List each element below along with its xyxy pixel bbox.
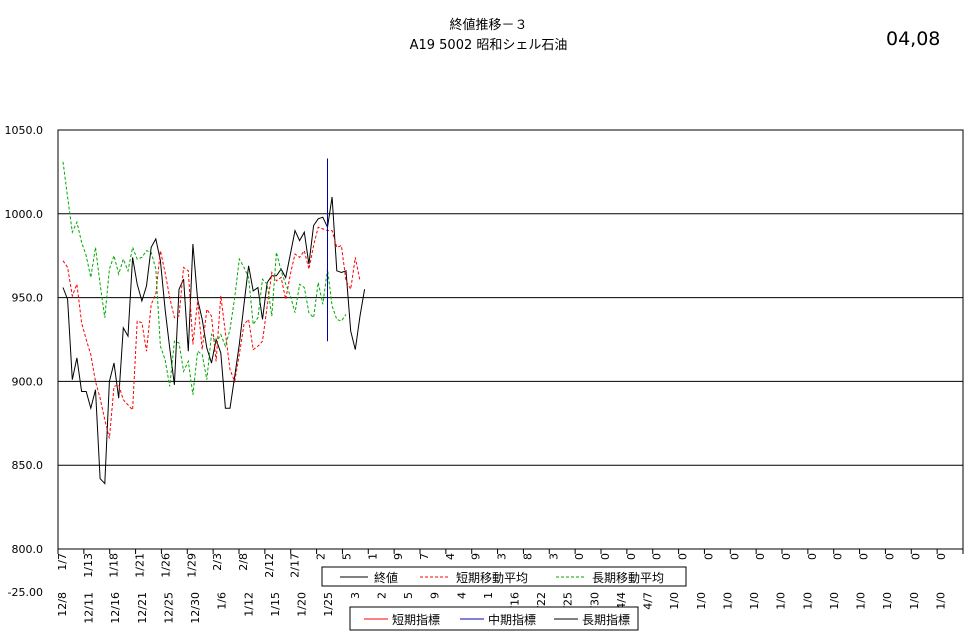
x-tick-label-row2: 12/11 [83, 592, 96, 624]
y-tick-label: 850.0 [12, 459, 44, 472]
x-tick-label-row2: 4/7 [642, 592, 655, 610]
x-tick-label: 9 [392, 553, 405, 560]
x-tick-label: 5 [340, 553, 353, 560]
x-tick-label-row2: 3 [349, 592, 362, 599]
legend-close-label: 終値 [374, 570, 398, 585]
x-tick-label-row2: 4 [455, 592, 468, 599]
x-tick-label: 0 [702, 553, 715, 560]
series-line-1 [62, 226, 361, 439]
series-line-0 [62, 196, 366, 485]
x-tick-label: 2/8 [237, 553, 250, 571]
y-tick-label: 900.0 [12, 375, 44, 388]
x-tick-label-row2: 1/12 [242, 592, 255, 617]
x-tick-label-row2: 1/20 [296, 592, 309, 617]
x-tick-label: 2 [315, 553, 328, 560]
legend-long-ma-label: 長期移動平均 [592, 571, 664, 585]
y-min-label: -25.00 [8, 586, 43, 599]
x-tick-label: 1/18 [108, 553, 121, 578]
x-tick-label-row2: 12/21 [136, 592, 149, 624]
x-tick-label-row2: 1/0 [695, 592, 708, 610]
x-tick-label: 3 [496, 553, 509, 560]
x-tick-label-row2: 1/0 [855, 592, 868, 610]
x-tick-label: 0 [651, 553, 664, 560]
gridlines [58, 213, 963, 466]
x-tick-label: 4 [444, 553, 457, 560]
x-tick-label: 0 [909, 553, 922, 560]
x-tick-label: 0 [832, 553, 845, 560]
plot-border [57, 129, 964, 550]
y-tick-label: 1050.0 [5, 124, 44, 137]
x-tick-label: 1/29 [185, 553, 198, 578]
series-lines [62, 158, 366, 485]
x-tick-label-row2: 12/16 [109, 592, 122, 624]
x-tick-label: 3 [547, 553, 560, 560]
x-tick-label: 0 [883, 553, 896, 560]
series-line-2 [62, 161, 347, 395]
x-tick-label: 0 [780, 553, 793, 560]
x-tick-label-row2: 12/30 [189, 592, 202, 624]
y-tick-label: 800.0 [12, 543, 44, 556]
x-tick-label-row2: 1/0 [721, 592, 734, 610]
x-tick-label: 0 [573, 553, 586, 560]
y-tick-label: 950.0 [12, 292, 44, 305]
x-tick-label-row2: 1/0 [881, 592, 894, 610]
x-tick-label: 0 [935, 553, 948, 560]
x-tick-label: 0 [677, 553, 690, 560]
legend-bottom: 短期指標 中期指標 長期指標 [349, 606, 639, 631]
x-tick-label-row2: 1/0 [801, 592, 814, 610]
legend-short-indicator-label: 短期指標 [392, 612, 440, 627]
x-tick-label-row2: 1/0 [775, 592, 788, 610]
legend-top: 終値 短期移動平均 長期移動平均 [321, 566, 687, 587]
x-tick-label-row2: 2 [375, 592, 388, 599]
x-tick-label: 0 [599, 553, 612, 560]
x-tick-label-row2: 12/25 [162, 592, 175, 624]
x-tick-label: 1/7 [56, 553, 69, 571]
x-tick-label: 2/12 [263, 553, 276, 578]
x-tick-label-row2: 4/4 [615, 592, 628, 610]
x-tick-label: 2/3 [211, 553, 224, 571]
x-tick-label-row2: 1 [482, 592, 495, 599]
legend-bottom-box [349, 606, 639, 631]
x-tick-label: 1/13 [82, 553, 95, 578]
chart-title: 終値推移－３ [449, 18, 528, 33]
x-tick-label: 9 [470, 553, 483, 560]
x-tick-label: 1 [366, 553, 379, 560]
x-tick-label: 0 [728, 553, 741, 560]
x-tick-label-row2: 5 [402, 592, 415, 599]
x-tick-label-row2: 12/8 [56, 592, 69, 617]
legend-short-ma-label: 短期移動平均 [456, 571, 528, 585]
x-tick-label: 2/17 [289, 553, 302, 578]
x-tick-label: 0 [806, 553, 819, 560]
x-tick-label-row2: 1/0 [908, 592, 921, 610]
x-tick-label: 7 [418, 553, 431, 560]
x-tick-label-row2: 1/0 [828, 592, 841, 610]
x-tick-label-row2: 9 [429, 592, 442, 599]
x-tick-label-row2: 1/25 [322, 592, 335, 617]
x-tick-label-row2: 1/6 [216, 592, 229, 610]
y-tick-label: 1000.0 [5, 208, 44, 221]
legend-long-indicator-label: 長期指標 [582, 612, 630, 627]
y-axis: 1050.0 1000.0 950.0 900.0 850.0 800.0 -25.00 [5, 124, 44, 599]
x-tick-label-row2: 1/0 [748, 592, 761, 610]
x-tick-label: 0 [754, 553, 767, 560]
x-tick-label-row2: 1/0 [668, 592, 681, 610]
x-tick-label: 0 [625, 553, 638, 560]
x-tick-label-row2: 1/0 [934, 592, 947, 610]
x-tick-label: 0 [858, 553, 871, 560]
x-tick-label: 8 [521, 553, 534, 560]
legend-top-box [321, 566, 687, 587]
x-tick-label-row2: 1/15 [269, 592, 282, 617]
legend-mid-indicator-label: 中期指標 [488, 612, 536, 627]
chart-subtitle: A19 5002 昭和シェル石油 [409, 38, 568, 53]
x-tick-label: 1/21 [134, 553, 147, 578]
x-tick-label: 1/26 [159, 553, 172, 578]
date-code: 04,08 [886, 28, 941, 50]
